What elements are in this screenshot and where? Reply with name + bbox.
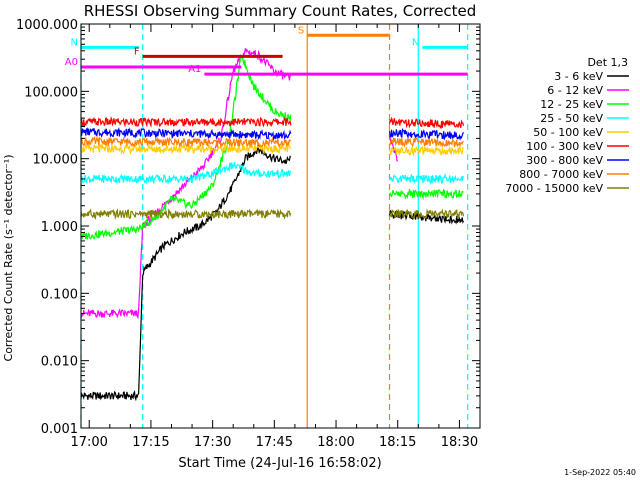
legend-label-1: 6 - 12 keV bbox=[547, 84, 603, 97]
series-line-2 bbox=[81, 54, 292, 240]
series-line-1 bbox=[81, 48, 292, 320]
legend-label-0: 3 - 6 keV bbox=[554, 70, 603, 83]
series-line-3 bbox=[81, 162, 292, 185]
state-bar-label-5: S bbox=[298, 25, 304, 36]
state-bar-label-4: A1 bbox=[188, 64, 201, 75]
legend-label-2: 12 - 25 keV bbox=[540, 98, 603, 111]
legend-label-4: 50 - 100 keV bbox=[533, 126, 603, 139]
state-bars: N N F A0 A1 S bbox=[65, 25, 468, 76]
chart-title: RHESSI Observing Summary Count Rates, Co… bbox=[84, 2, 477, 20]
legend-label-3: 25 - 50 keV bbox=[540, 112, 603, 125]
state-bar-label-3: A0 bbox=[65, 57, 78, 68]
series-line-8 bbox=[388, 208, 465, 220]
series-line-6 bbox=[388, 127, 465, 141]
axes: 1000.000 100.000 10.000 1.000 0.100 0.010 0.00… bbox=[16, 18, 481, 450]
series-line-4 bbox=[81, 142, 292, 156]
series-line-5 bbox=[388, 116, 465, 130]
legend-title: Det 1,3 bbox=[587, 56, 628, 69]
legend-label-7: 800 - 7000 keV bbox=[519, 168, 603, 181]
legend-label-6: 300 - 800 keV bbox=[526, 154, 603, 167]
series-line-4 bbox=[388, 145, 464, 157]
series-line-2 bbox=[389, 188, 464, 200]
legend-label-5: 100 - 300 keV bbox=[526, 140, 603, 153]
series-line-6 bbox=[81, 127, 292, 142]
series-line-7 bbox=[389, 137, 464, 148]
x-tick-label-5: 18:15 bbox=[379, 435, 416, 450]
y-tick-label-0: 1000.000 bbox=[16, 18, 78, 33]
y-tick-label-4: 0.100 bbox=[41, 287, 78, 302]
series-line-5 bbox=[81, 116, 292, 128]
state-bar-label-1: N bbox=[412, 37, 419, 48]
y-tick-label-1: 100.000 bbox=[24, 85, 78, 100]
footer-date: 1-Sep-2022 05:40 bbox=[564, 468, 636, 477]
series-line-3 bbox=[388, 172, 465, 185]
x-tick-label-1: 17:15 bbox=[132, 435, 169, 450]
y-tick-label-2: 10.000 bbox=[33, 153, 79, 168]
state-bar-label-2: F bbox=[134, 46, 140, 57]
legend-label-8: 7000 - 15000 keV bbox=[505, 182, 603, 195]
series-line-8 bbox=[81, 207, 292, 220]
series-group bbox=[81, 48, 465, 402]
x-tick-label-3: 17:45 bbox=[256, 435, 293, 450]
x-axis-label: Start Time (24-Jul-16 16:58:02) bbox=[178, 456, 381, 471]
x-tick-label-6: 18:30 bbox=[441, 435, 478, 450]
plot-frame bbox=[80, 23, 481, 429]
y-axis-label: Corrected Count Rate (s⁻¹ detector⁻¹) bbox=[2, 155, 15, 362]
y-tick-label-5: 0.010 bbox=[41, 355, 78, 370]
x-tick-label-2: 17:30 bbox=[194, 435, 231, 450]
y-tick-label-6: 0.001 bbox=[41, 422, 78, 437]
x-tick-label-4: 18:00 bbox=[317, 435, 354, 450]
y-tick-label-3: 1.000 bbox=[41, 220, 78, 235]
state-bar-label-0: N bbox=[71, 37, 78, 48]
series-line-7 bbox=[81, 135, 292, 149]
x-tick-label-0: 17:00 bbox=[70, 435, 107, 450]
